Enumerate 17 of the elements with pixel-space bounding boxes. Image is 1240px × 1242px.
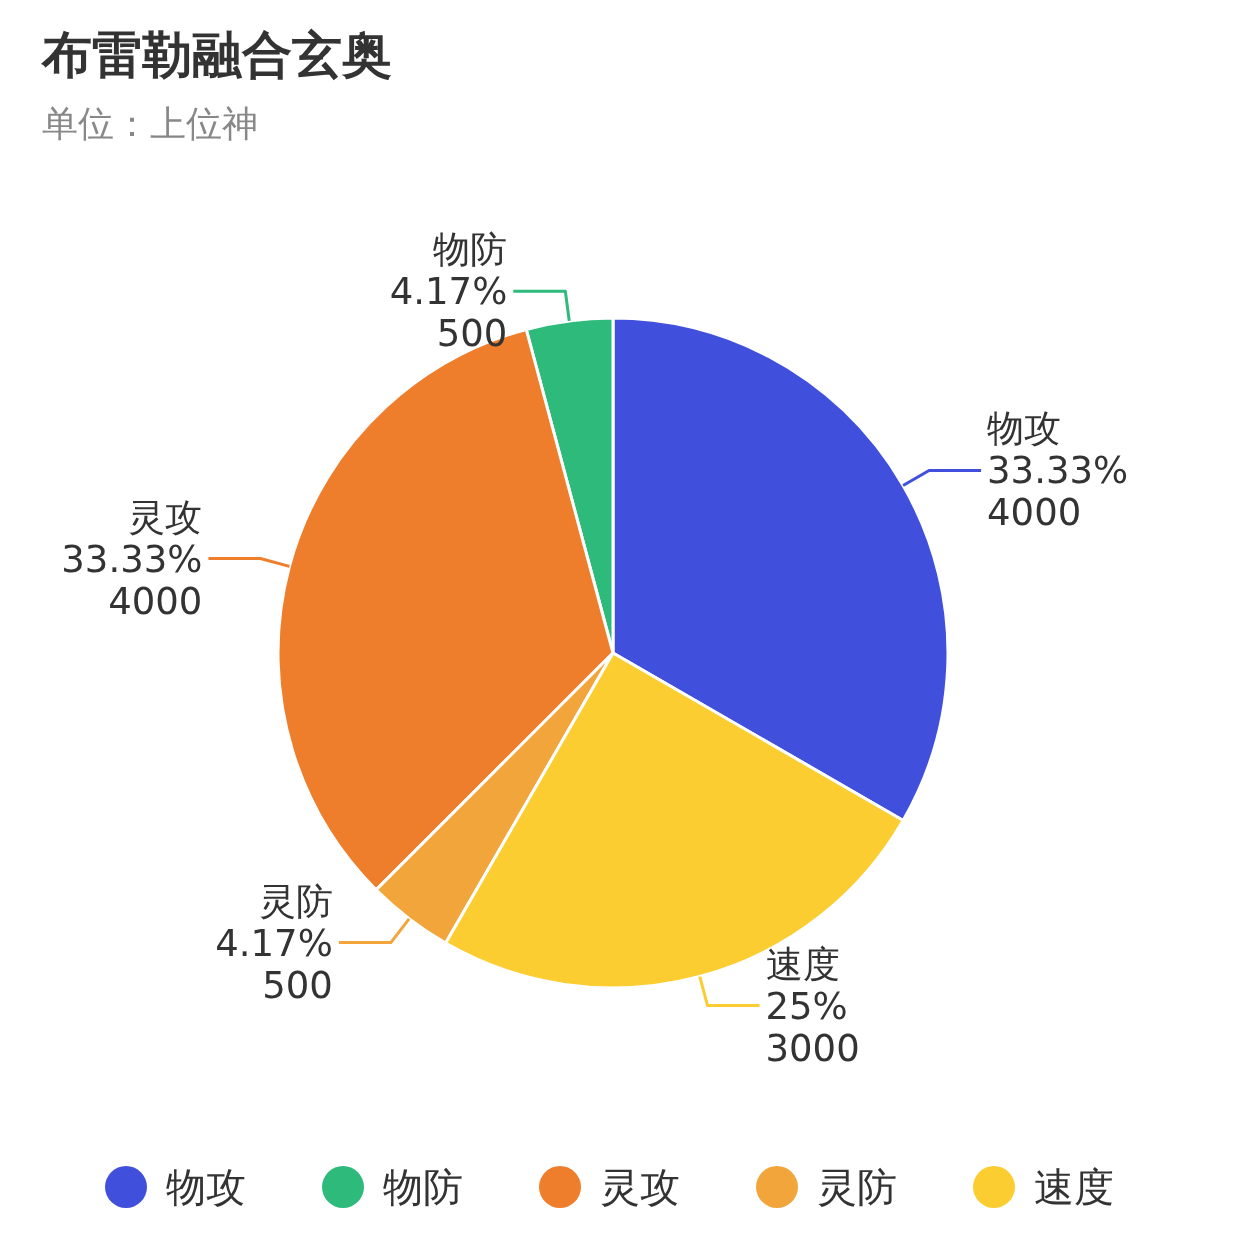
legend-label: 灵防 — [817, 1164, 897, 1210]
legend-label: 物防 — [383, 1164, 463, 1210]
chart-subtitle: 单位：上位神 — [42, 103, 258, 144]
data-label: 25% 3000 — [765, 984, 860, 1070]
legend-label: 灵攻 — [600, 1164, 680, 1210]
slice-label: 灵攻 — [128, 495, 203, 539]
slice-label: 物攻 — [987, 407, 1062, 451]
data-label: 33.33% 4000 — [61, 537, 203, 623]
data-label: 4.17% 500 — [389, 270, 508, 356]
data-label: 33.33% 4000 — [987, 449, 1129, 535]
slice-label: 物防 — [433, 228, 508, 272]
data-label: 4.17% 500 — [215, 921, 333, 1007]
slice-label: 速度 — [765, 942, 840, 986]
chart-title: 布雷勒融合玄奥 — [40, 26, 392, 84]
slice-label: 灵防 — [258, 879, 333, 923]
legend-label: 物攻 — [166, 1164, 246, 1210]
legend-label: 速度 — [1034, 1164, 1114, 1210]
